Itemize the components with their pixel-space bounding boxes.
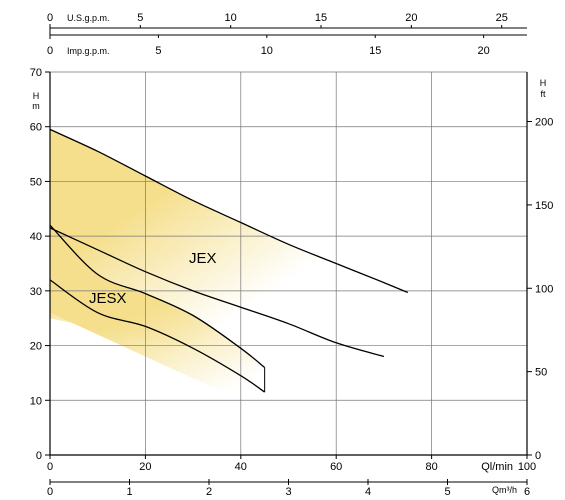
bottom-2-tick-label: 0 <box>47 486 53 498</box>
left-tick-label: 60 <box>30 122 42 134</box>
left-tick-label: 10 <box>30 395 42 407</box>
left-tick-label: 50 <box>30 176 42 188</box>
bottom-2-tick-label: 2 <box>206 486 212 498</box>
curves <box>49 128 409 393</box>
jesx-lower-curve <box>49 279 265 393</box>
bottom-axis-label: Ql/min <box>481 461 513 473</box>
top-1-tick-label: 15 <box>315 12 327 24</box>
jesx-fill <box>50 225 265 412</box>
jesx-upper-curve <box>49 224 266 369</box>
left-tick-label: 30 <box>30 286 42 298</box>
series-label-jex: JEX <box>189 250 217 267</box>
bottom-tick-label: 40 <box>235 461 247 473</box>
right-tick-label: 50 <box>535 367 547 379</box>
bottom-2-tick-label: 5 <box>444 486 450 498</box>
left-tick-label: 20 <box>30 341 42 353</box>
jex-upper-curve <box>49 128 409 294</box>
bottom-tick-label: 60 <box>330 461 342 473</box>
bottom-2-tick-label: 6 <box>524 486 530 498</box>
top-2-tick-label: 0 <box>47 45 53 57</box>
top-2-tick-label: 10 <box>261 45 273 57</box>
right-tick-label: 0 <box>535 450 541 462</box>
series-label-jesx: JESX <box>89 290 127 307</box>
top-1-tick-label: 0 <box>47 12 53 24</box>
left-axis-label-bottom: m <box>32 101 40 111</box>
bottom-tick-label: 0 <box>47 461 53 473</box>
left-tick-label: 40 <box>30 231 42 243</box>
left-tick-label: 70 <box>30 67 42 79</box>
top-2-tick-label: 20 <box>478 45 490 57</box>
top-axis-1-label: U.S.g.p.m. <box>67 13 110 23</box>
right-tick-label: 200 <box>535 117 553 129</box>
top-1-tick-label: 5 <box>137 12 143 24</box>
right-tick-label: 100 <box>535 283 553 295</box>
bottom-tick-label: 20 <box>139 461 151 473</box>
left-tick-label: 0 <box>36 450 42 462</box>
left-axis-label-top: H <box>33 91 40 101</box>
right-axis-label-top: H <box>540 78 547 88</box>
bottom-2-tick-label: 1 <box>126 486 132 498</box>
top-axis-2-label: Imp.g.p.m. <box>67 46 110 56</box>
top-1-tick-label: 20 <box>405 12 417 24</box>
bottom-tick-label: 80 <box>425 461 437 473</box>
top-1-tick-label: 10 <box>225 12 237 24</box>
bottom-2-tick-label: 4 <box>365 486 371 498</box>
jex-lower-curve <box>49 227 385 358</box>
right-tick-label: 150 <box>535 200 553 212</box>
bottom-axis-2-label: Qm³/h <box>492 485 517 495</box>
top-1-tick-label: 25 <box>496 12 508 24</box>
right-axis-label-bottom: ft <box>540 89 546 99</box>
bottom-2-tick-label: 3 <box>285 486 291 498</box>
top-2-tick-label: 5 <box>155 45 161 57</box>
bottom-tick-label: 100 <box>518 461 536 473</box>
top-2-tick-label: 15 <box>369 45 381 57</box>
